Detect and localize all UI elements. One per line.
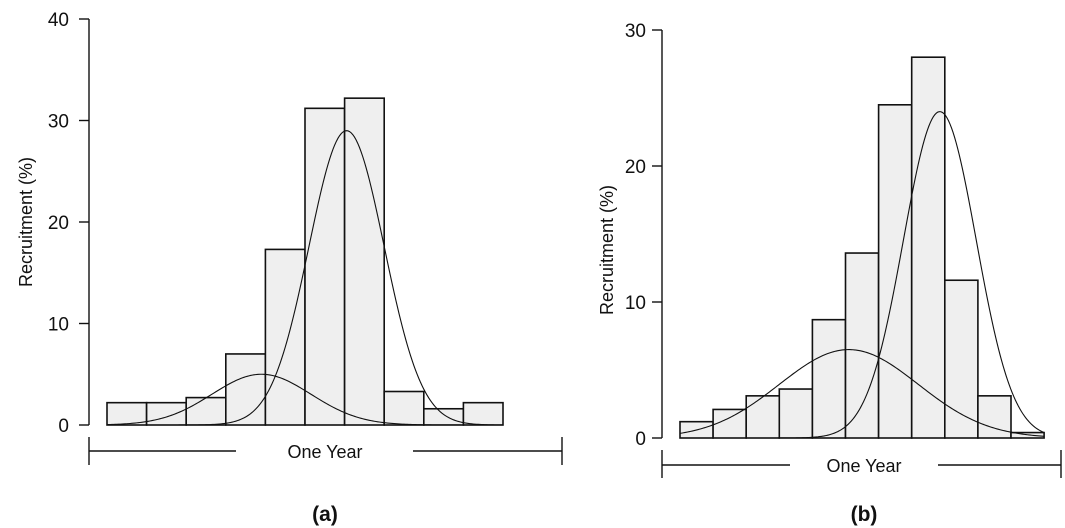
bar-b-4 [778, 388, 814, 439]
curves-b [679, 111, 1045, 439]
y-axis-b: 0 10 20 30 [625, 21, 663, 450]
bar-a-1 [106, 401, 148, 426]
bar-a-4 [225, 353, 267, 426]
bar-a-5 [264, 248, 306, 426]
bar-b-9 [943, 279, 979, 439]
curves-a [106, 130, 504, 426]
normal-curve-b-1 [679, 349, 1045, 437]
y-axis-a: 0 10 20 30 40 [48, 10, 90, 437]
y-tick-label-b-3: 30 [625, 21, 646, 42]
y-axis-title-a: Recruitment (%) [16, 157, 36, 287]
y-tick-label-a-2: 20 [48, 213, 69, 234]
bar-b-3 [745, 395, 781, 439]
bar-a-10 [462, 401, 504, 426]
bar-a-3 [185, 396, 227, 426]
chart-panel-a: 0 10 20 30 40 Recruitment (%) One Year (a) [16, 10, 563, 526]
y-tick-label-b-0: 0 [635, 429, 646, 450]
y-tick-label-a-1: 10 [48, 315, 69, 336]
y-tick-label-a-4: 40 [48, 10, 69, 31]
year-span-label-b: One Year [826, 456, 901, 476]
bar-b-8 [910, 56, 946, 439]
bar-b-10 [977, 395, 1012, 439]
year-span-b: One Year [661, 450, 1062, 478]
bars-a [106, 97, 504, 426]
year-span-label-a: One Year [287, 442, 362, 462]
bar-a-2 [145, 401, 188, 426]
year-span-a: One Year [88, 437, 563, 465]
bars-b [679, 56, 1045, 439]
bar-b-5 [811, 318, 847, 439]
panel-label-a: (a) [312, 503, 338, 526]
normal-curve-a-1 [106, 373, 503, 426]
chart-panel-b: 0 10 20 30 Recruitment (%) One Year (b) [597, 21, 1062, 526]
y-axis-title-b: Recruitment (%) [597, 185, 617, 315]
bar-a-6 [304, 107, 346, 426]
normal-curve-a-2 [107, 130, 504, 426]
y-tick-label-a-3: 30 [48, 112, 69, 133]
y-tick-label-b-1: 10 [625, 293, 646, 314]
bar-b-2 [712, 408, 747, 439]
bar-a-7 [343, 97, 386, 426]
bar-b-6 [844, 252, 880, 439]
bar-a-9 [422, 407, 465, 426]
bar-a-8 [383, 390, 425, 426]
panel-label-b: (b) [851, 503, 878, 526]
normal-curve-b-2 [680, 111, 1045, 439]
bar-b-7 [877, 104, 913, 439]
y-tick-label-b-2: 20 [625, 157, 646, 178]
y-tick-label-a-0: 0 [58, 416, 69, 437]
